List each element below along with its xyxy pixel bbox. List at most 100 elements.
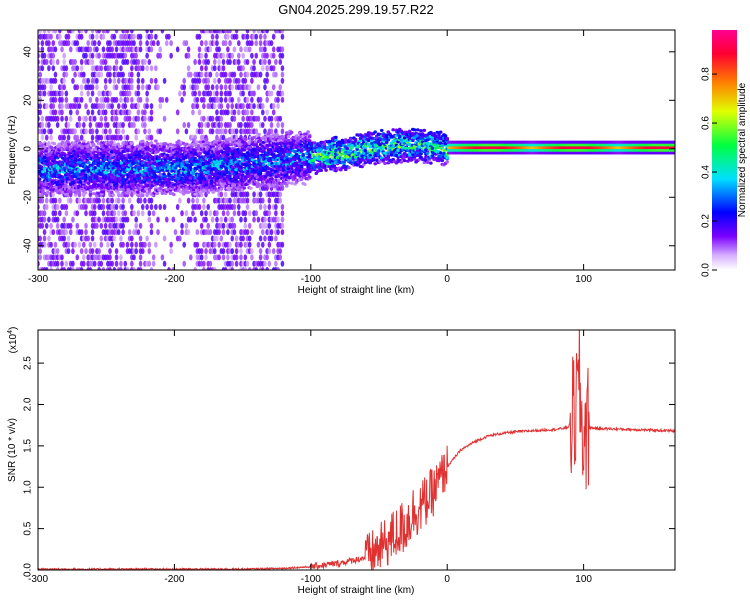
spectrogram-cell (132, 254, 136, 261)
spectrogram-cell (158, 128, 163, 135)
spectrogram-cell (167, 160, 171, 165)
spectrogram-cell (114, 65, 119, 72)
spectrogram-cell (219, 115, 224, 122)
spectrogram-cell (75, 40, 80, 47)
spectrogram-cell (252, 65, 256, 72)
spectrogram-cell (127, 197, 132, 204)
spectrogram-cell (199, 71, 204, 78)
spectrogram-cell (156, 216, 160, 223)
spectrogram-cell (156, 40, 160, 47)
spectrogram-cell (236, 77, 241, 84)
spectrogram-cell (119, 235, 123, 242)
spectrogram-cell (250, 254, 254, 261)
spectrogram-cell (125, 267, 130, 270)
spectrogram-cell (140, 65, 145, 72)
spectrogram-cell (164, 96, 169, 103)
spectrogram-cell (160, 96, 165, 103)
spectrogram-cell (215, 109, 219, 116)
spectrogram-cell (140, 143, 145, 147)
spectrogram-cell (90, 128, 95, 135)
spectrogram-cell (38, 71, 42, 78)
spectrogram-cell (234, 260, 239, 267)
spectrogram-cell (188, 71, 193, 78)
spectrogram-cell (66, 122, 71, 129)
spectrogram-cell (126, 149, 130, 153)
spectrogram-cell (149, 103, 154, 110)
spectrogram-heatmap (38, 30, 675, 270)
spectrogram-cell (106, 147, 111, 151)
spectrogram-cell (186, 190, 191, 194)
spectrogram-cell (215, 71, 219, 78)
spectrogram-cell (99, 235, 104, 242)
spectrogram-cell (53, 241, 58, 248)
spectrogram-cell (223, 84, 228, 91)
spectrogram-cell (208, 229, 213, 236)
spectrogram-cell (223, 128, 228, 135)
spectrogram-cell (101, 203, 106, 210)
spectrogram-cell (276, 122, 280, 129)
spectrogram-cell (112, 210, 117, 217)
spectrogram-cell (77, 241, 82, 248)
spectrogram-cell (154, 203, 158, 210)
spectrogram-cell (271, 133, 276, 137)
spectrogram-cell (175, 203, 180, 210)
spectrogram-cell (245, 96, 250, 103)
spectrogram-cell (60, 260, 64, 267)
spectrogram-cell (195, 229, 200, 236)
spectrogram-cell (86, 90, 90, 97)
spectrogram-cell (124, 141, 129, 146)
spectrogram-cell (221, 59, 226, 65)
spectrogram-cell (260, 122, 265, 129)
spectrogram-cell (82, 71, 86, 78)
spectrogram-cell (221, 210, 226, 217)
spectrogram-cell (156, 84, 160, 91)
spectrogram-cell (210, 84, 215, 91)
spectrogram-cell (274, 210, 278, 217)
spectrogram-cell (160, 191, 165, 195)
spectrogram-cell (280, 216, 285, 223)
spectrogram-cell (138, 267, 143, 270)
spectrogram-cell (223, 71, 228, 78)
spectrogram-cell (73, 71, 77, 78)
spectrogram-cell (75, 222, 80, 229)
spectrogram-cell (64, 203, 69, 210)
spectrogram-cell (162, 260, 167, 267)
spectrogram-cell (162, 203, 167, 210)
spectrogram-cell (119, 194, 124, 198)
spectrogram-cell (47, 40, 51, 47)
spectrogram-cell (230, 260, 235, 267)
spectrogram-cell (273, 169, 278, 173)
spectrogram-cell (265, 52, 269, 59)
spectrogram-cell (119, 254, 123, 261)
spectrogram-cell (101, 210, 106, 217)
spectrogram-cell (154, 33, 158, 40)
spectrogram-cell (232, 222, 237, 229)
spectrogram-cell (236, 52, 241, 59)
spectrogram-cell (82, 241, 86, 248)
spectrogram-cell (101, 197, 106, 204)
spectrogram-cell (169, 52, 173, 59)
spectrogram-cell (127, 159, 132, 163)
spectrogram-cell (223, 96, 228, 103)
spectrogram-cell (108, 71, 112, 78)
spectrogram-cell (184, 210, 189, 217)
spectrogram-cell (121, 229, 125, 236)
spectrogram-cell (82, 254, 86, 261)
spectrogram-cell (64, 96, 69, 103)
spectrogram-cell (99, 222, 104, 229)
spectrogram-cell (223, 267, 228, 270)
spectrogram-cell (241, 90, 245, 97)
spectrogram-cell (250, 96, 254, 103)
spectrogram-cell (84, 128, 88, 135)
spectrogram-cell (208, 90, 213, 97)
spectrogram-cell (95, 33, 99, 40)
spectrogram-cell (241, 52, 245, 59)
spectrogram-cell (252, 216, 256, 223)
spectrogram-cell (162, 77, 167, 84)
spectrogram-cell (119, 267, 123, 270)
spectrogram-cell (245, 260, 250, 267)
spectrogram-cell (95, 77, 99, 84)
spectrogram-cell (263, 216, 267, 223)
spectrogram-cell (132, 33, 136, 40)
spectrogram-cell (71, 267, 75, 270)
